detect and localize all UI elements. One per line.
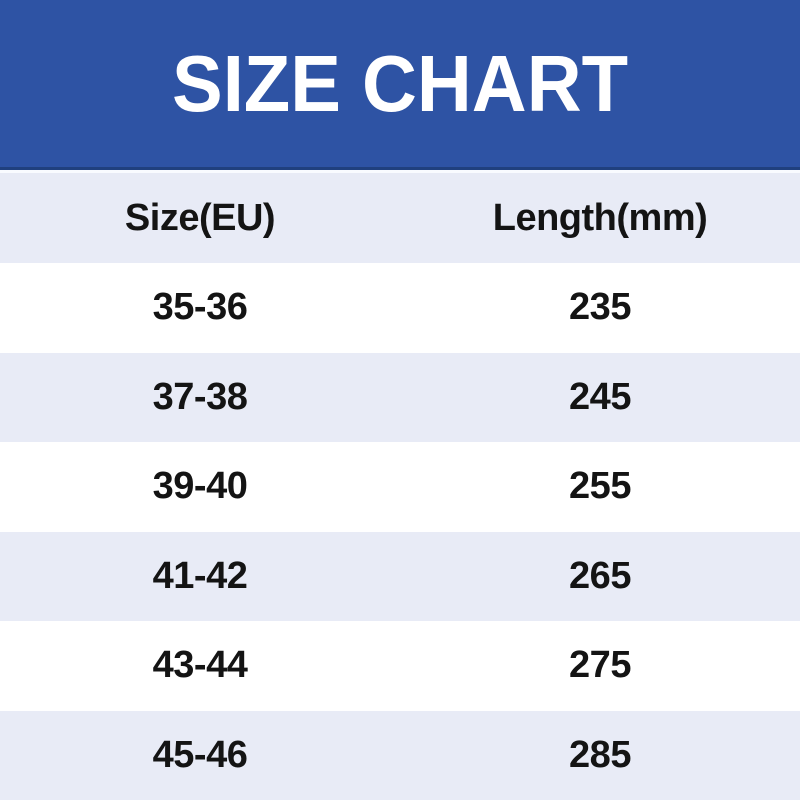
table-row: 39-40 255	[0, 442, 800, 532]
table-row: 41-42 265	[0, 531, 800, 621]
title-banner: SIZE CHART	[0, 0, 800, 170]
table-row: 35-36 235	[0, 263, 800, 353]
size-value: 35-36	[152, 286, 248, 329]
size-value: 45-46	[152, 733, 248, 776]
length-value: 245	[569, 375, 631, 418]
page-title: SIZE CHART	[172, 38, 628, 128]
length-value: 285	[569, 733, 631, 776]
length-value: 275	[569, 644, 631, 687]
size-value: 41-42	[152, 554, 248, 597]
table-row: 45-46 285	[0, 710, 800, 800]
size-value: 39-40	[152, 465, 248, 508]
size-table: Size(EU) Length(mm) 35-36 235 37-38 245 …	[0, 170, 800, 800]
table-row: 37-38 245	[0, 352, 800, 442]
length-value: 265	[569, 554, 631, 597]
length-value: 255	[569, 465, 631, 508]
length-value: 235	[569, 286, 631, 329]
table-header-row: Size(EU) Length(mm)	[0, 170, 800, 263]
table-row: 43-44 275	[0, 621, 800, 711]
column-header-size-eu: Size(EU)	[124, 196, 276, 239]
size-value: 43-44	[152, 644, 248, 687]
size-value: 37-38	[152, 375, 248, 418]
column-header-length-mm: Length(mm)	[492, 196, 708, 239]
